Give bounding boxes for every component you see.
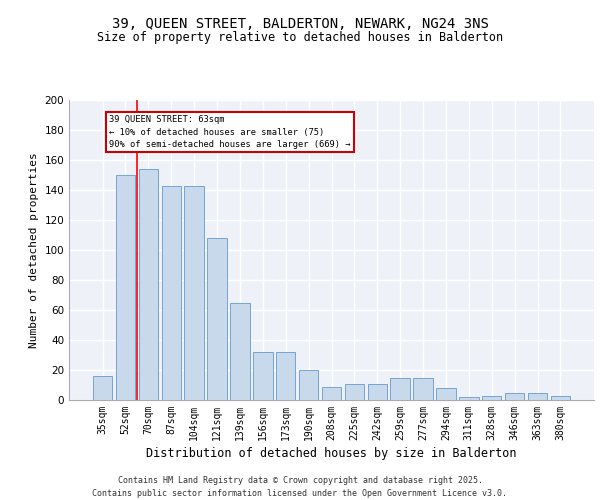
Bar xyxy=(505,392,524,400)
Text: 39 QUEEN STREET: 63sqm
← 10% of detached houses are smaller (75)
90% of semi-det: 39 QUEEN STREET: 63sqm ← 10% of detached… xyxy=(109,115,350,149)
Bar xyxy=(368,384,387,400)
Bar xyxy=(436,388,455,400)
Bar xyxy=(344,384,364,400)
Text: Contains HM Land Registry data © Crown copyright and database right 2025.
Contai: Contains HM Land Registry data © Crown c… xyxy=(92,476,508,498)
Bar xyxy=(116,175,135,400)
Bar xyxy=(139,169,158,400)
Bar xyxy=(459,397,479,400)
Bar xyxy=(551,396,570,400)
Text: 39, QUEEN STREET, BALDERTON, NEWARK, NG24 3NS: 39, QUEEN STREET, BALDERTON, NEWARK, NG2… xyxy=(112,18,488,32)
Bar xyxy=(230,302,250,400)
Bar xyxy=(184,186,204,400)
Bar xyxy=(253,352,272,400)
Bar xyxy=(391,378,410,400)
X-axis label: Distribution of detached houses by size in Balderton: Distribution of detached houses by size … xyxy=(146,447,517,460)
Y-axis label: Number of detached properties: Number of detached properties xyxy=(29,152,39,348)
Bar xyxy=(93,376,112,400)
Bar xyxy=(322,386,341,400)
Bar xyxy=(413,378,433,400)
Bar xyxy=(161,186,181,400)
Bar xyxy=(528,392,547,400)
Bar xyxy=(482,396,502,400)
Bar xyxy=(276,352,295,400)
Text: Size of property relative to detached houses in Balderton: Size of property relative to detached ho… xyxy=(97,31,503,44)
Bar xyxy=(299,370,319,400)
Bar xyxy=(208,238,227,400)
